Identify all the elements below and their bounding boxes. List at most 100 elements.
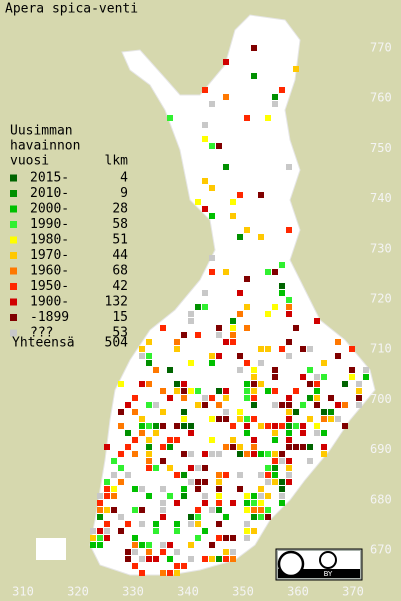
observation-square: [167, 465, 173, 471]
observation-square: [342, 402, 348, 408]
observation-square: [244, 500, 250, 506]
legend-count: 68: [112, 264, 128, 279]
observation-square: [335, 416, 341, 422]
observations: [90, 45, 369, 576]
observation-square: [160, 570, 166, 576]
legend-label: 1980-: [30, 233, 69, 248]
legend-swatch: [10, 314, 17, 321]
observation-square: [279, 458, 285, 464]
observation-square: [237, 451, 243, 457]
observation-square: [167, 556, 173, 562]
observation-square: [265, 465, 271, 471]
observation-square: [230, 213, 236, 219]
observation-square: [216, 143, 222, 149]
observation-square: [146, 423, 152, 429]
observation-square: [244, 535, 250, 541]
observation-square: [216, 479, 222, 485]
legend-count: 51: [112, 233, 128, 248]
observation-square: [139, 507, 145, 513]
observation-square: [181, 409, 187, 415]
observation-square: [209, 451, 215, 457]
observation-square: [258, 360, 264, 366]
observation-square: [104, 528, 110, 534]
observation-square: [237, 311, 243, 317]
legend-count: 132: [105, 295, 128, 310]
observation-square: [104, 486, 110, 492]
observation-square: [146, 549, 152, 555]
observation-square: [272, 367, 278, 373]
observation-square: [300, 346, 306, 352]
observation-square: [342, 423, 348, 429]
observation-square: [244, 493, 250, 499]
observation-square: [160, 514, 166, 520]
observation-square: [258, 423, 264, 429]
observation-square: [139, 416, 145, 422]
observation-square: [258, 381, 264, 387]
observation-square: [181, 423, 187, 429]
observation-square: [188, 430, 194, 436]
observation-square: [293, 325, 299, 331]
observation-square: [216, 402, 222, 408]
license-text: BY: [324, 570, 333, 578]
observation-square: [139, 521, 145, 527]
observation-square: [97, 500, 103, 506]
observation-square: [279, 290, 285, 296]
observation-square: [272, 269, 278, 275]
observation-square: [265, 507, 271, 513]
observation-square: [181, 486, 187, 492]
observation-square: [321, 430, 327, 436]
legend-count: 9: [120, 186, 128, 201]
observation-square: [146, 402, 152, 408]
observation-square: [174, 381, 180, 387]
observation-square: [188, 514, 194, 520]
observation-square: [216, 416, 222, 422]
observation-square: [139, 556, 145, 562]
legend-swatch: [10, 298, 17, 306]
observation-square: [251, 437, 257, 443]
observation-square: [153, 423, 159, 429]
observation-square: [111, 486, 117, 492]
observation-square: [265, 479, 271, 485]
observation-square: [174, 437, 180, 443]
observation-square: [111, 507, 117, 513]
observation-square: [300, 423, 306, 429]
observation-square: [216, 388, 222, 394]
observation-square: [272, 465, 278, 471]
observation-square: [321, 374, 327, 380]
observation-square: [265, 346, 271, 352]
observation-square: [223, 59, 229, 65]
observation-square: [244, 304, 250, 310]
observation-square: [139, 353, 145, 359]
observation-square: [286, 472, 292, 478]
observation-square: [244, 381, 250, 387]
observation-square: [237, 444, 243, 450]
observation-square: [97, 542, 103, 548]
observation-square: [202, 395, 208, 401]
observation-square: [223, 472, 229, 478]
observation-square: [251, 73, 257, 79]
observation-square: [146, 451, 152, 457]
observation-square: [272, 437, 278, 443]
observation-square: [104, 535, 110, 541]
observation-square: [314, 395, 320, 401]
legend-heading: Uusimman: [10, 124, 73, 139]
observation-square: [209, 556, 215, 562]
observation-square: [244, 115, 250, 121]
observation-square: [244, 423, 250, 429]
observation-square: [174, 346, 180, 352]
observation-square: [146, 360, 152, 366]
observation-square: [153, 367, 159, 373]
observation-square: [286, 395, 292, 401]
observation-square: [132, 486, 138, 492]
observation-square: [258, 451, 264, 457]
legend-count: 44: [112, 248, 128, 263]
observation-square: [146, 353, 152, 359]
observation-square: [279, 451, 285, 457]
observation-square: [237, 290, 243, 296]
observation-square: [216, 472, 222, 478]
observation-square: [251, 395, 257, 401]
observation-square: [251, 367, 257, 373]
island: [36, 538, 66, 560]
observation-square: [237, 416, 243, 422]
observation-square: [363, 374, 369, 380]
